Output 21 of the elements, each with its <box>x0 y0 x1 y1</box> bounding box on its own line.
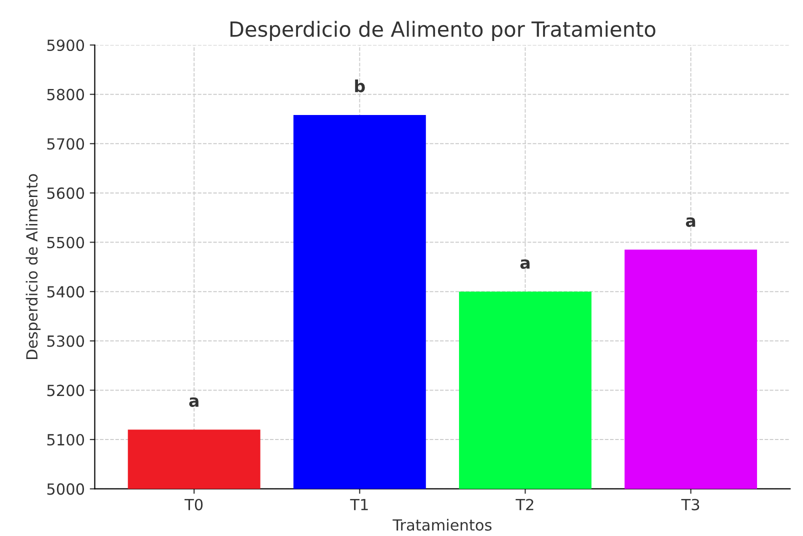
annotation: a <box>686 217 696 227</box>
y-tick-label: 5100 <box>47 434 84 446</box>
y-axis-title: Desperdicio de Alimento <box>26 174 41 360</box>
x-tick-label: T3 <box>681 498 700 510</box>
x-tick-label: T1 <box>350 499 368 510</box>
y-tick-label: 5800 <box>47 88 84 100</box>
annotation: a <box>189 397 198 407</box>
y-tick-label: 5300 <box>47 335 84 347</box>
y-tick-label: 5200 <box>47 384 84 396</box>
x-axis-title: Tratamientos <box>392 518 492 531</box>
y-tick-label: 5900 <box>47 39 84 52</box>
x-tick-label: T2 <box>516 498 534 510</box>
y-tick-label: 5500 <box>47 236 84 248</box>
y-tick-label: 5600 <box>47 187 84 199</box>
y-tick-label: 5700 <box>47 138 84 150</box>
x-tick-label: T0 <box>184 498 203 510</box>
annotation: b <box>355 79 365 92</box>
chart-title: Desperdicio de Alimento por Tratamiento <box>230 20 656 42</box>
y-tick-label: 5400 <box>47 286 84 298</box>
y-tick-label: 5000 <box>47 483 84 495</box>
annotation: a <box>520 259 530 269</box>
